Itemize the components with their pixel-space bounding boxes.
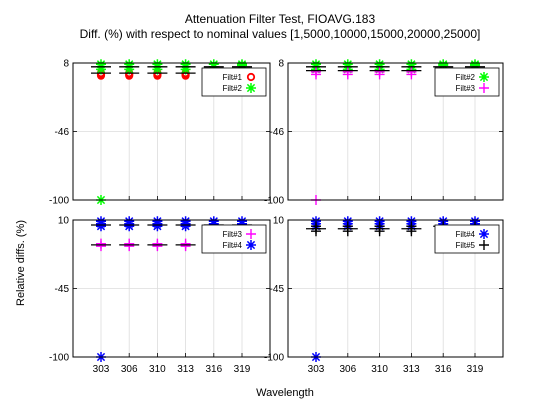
x-tick-label: 303 [308,364,325,375]
y-tick-label: -100 [49,353,69,364]
data-point [406,226,417,237]
data-point [237,60,247,71]
x-tick-label: 306 [121,364,138,375]
plot-frame [72,219,271,358]
data-point [311,226,321,237]
data-point [124,221,135,232]
x-tick-label: 303 [93,364,110,375]
x-tick-label: 310 [149,364,166,375]
y-tick-label: 8 [63,59,69,70]
legend-marker [479,240,489,250]
data-point [124,64,135,75]
legend-label: Filt#2 [222,84,242,93]
legend-marker [246,83,256,93]
chart-title: Attenuation Filter Test, FIOAVG.183 [184,12,376,26]
data-point [237,218,247,229]
x-axis-label: Wavelength [256,387,314,399]
data-point [152,241,163,252]
legend-marker [246,229,256,239]
plot-frame [287,219,504,358]
data-point [438,60,449,71]
series-filt4 [96,216,247,362]
series-filt3 [96,238,191,252]
x-tick-label: 310 [371,364,388,375]
data-point [96,241,106,252]
data-point [180,64,191,75]
legend-marker [479,229,489,239]
chart-subtitle: Diff. (%) with respect to nominal values… [79,27,481,41]
legend-label: Filt#5 [455,241,475,250]
y-axis-label: Relative diffs. (%) [15,220,27,306]
legend-marker [246,240,256,250]
x-tick-label: 313 [403,364,420,375]
y-tick-label: 10 [58,216,70,227]
data-point [470,60,480,71]
subplot-bottom-left: 10 -45 -100 303 306 310 313 316 319 Filt#3 Filt#4 [49,216,271,375]
data-point [208,218,219,229]
data-point [374,226,385,237]
subplot-top-right: 8 -46 -100 Filt#2 Filt#3 [264,59,504,207]
legend-marker [479,83,489,93]
x-tick-label: 306 [339,364,356,375]
y-tick-label: -46 [270,127,285,138]
x-tick-label: 319 [467,364,484,375]
legend-box [434,224,500,254]
data-point [124,241,135,252]
data-point [180,241,191,252]
x-tick-label: 316 [435,364,452,375]
legend-label: Filt#1 [222,73,242,82]
legend-label: Filt#4 [455,230,475,239]
y-tick-label: -45 [270,284,285,295]
legend-box [434,67,500,97]
legend-box [201,224,267,254]
legend: Filt#3 Filt#4 [201,224,267,254]
x-tick-label: 319 [234,364,251,375]
data-point [152,221,163,232]
y-tick-label: -100 [49,196,69,207]
data-point [180,221,191,232]
legend: Filt#1 Filt#2 [201,67,267,97]
y-tick-label: 8 [278,59,284,70]
legend: Filt#2 Filt#3 [434,67,500,97]
x-tick-label: 316 [205,364,222,375]
y-tick-label: -45 [55,284,70,295]
legend-label: Filt#3 [455,84,475,93]
x-tick-label: 313 [177,364,194,375]
legend-marker [246,72,256,82]
y-tick-label: 10 [273,216,285,227]
plot-frame [72,62,271,201]
data-point [152,64,163,75]
data-point [96,221,106,232]
legend-box [201,67,267,97]
plot-frame [287,62,504,201]
y-tick-label: -100 [264,353,284,364]
legend-label: Filt#4 [222,241,242,250]
y-tick-label: -100 [264,196,284,207]
legend-marker [479,72,489,82]
legend-label: Filt#3 [222,230,242,239]
legend-label: Filt#2 [455,73,475,82]
subplot-bottom-right: 10 -45 -100 303 306 310 313 316 319 Filt#4 Filt#5 [264,216,504,375]
data-point [96,64,106,75]
y-tick-label: -46 [55,127,70,138]
legend: Filt#4 Filt#5 [434,224,500,254]
subplot-top-left: 8 -46 -100 Filt#1 Filt#2 [49,59,271,207]
data-point [342,226,353,237]
series-nominal [306,66,485,72]
series-nominal [91,224,252,246]
